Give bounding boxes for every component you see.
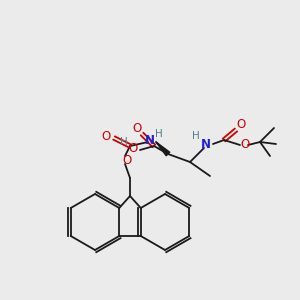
Text: O: O <box>236 118 246 131</box>
Text: O: O <box>101 130 111 142</box>
Text: O: O <box>122 154 132 166</box>
Text: H: H <box>120 137 128 147</box>
Text: H: H <box>155 129 163 139</box>
Text: O: O <box>128 142 138 154</box>
Text: N: N <box>201 137 211 151</box>
Text: H: H <box>192 131 200 141</box>
Polygon shape <box>156 142 170 156</box>
Text: O: O <box>240 139 250 152</box>
Text: N: N <box>145 134 155 146</box>
Text: O: O <box>132 122 142 134</box>
